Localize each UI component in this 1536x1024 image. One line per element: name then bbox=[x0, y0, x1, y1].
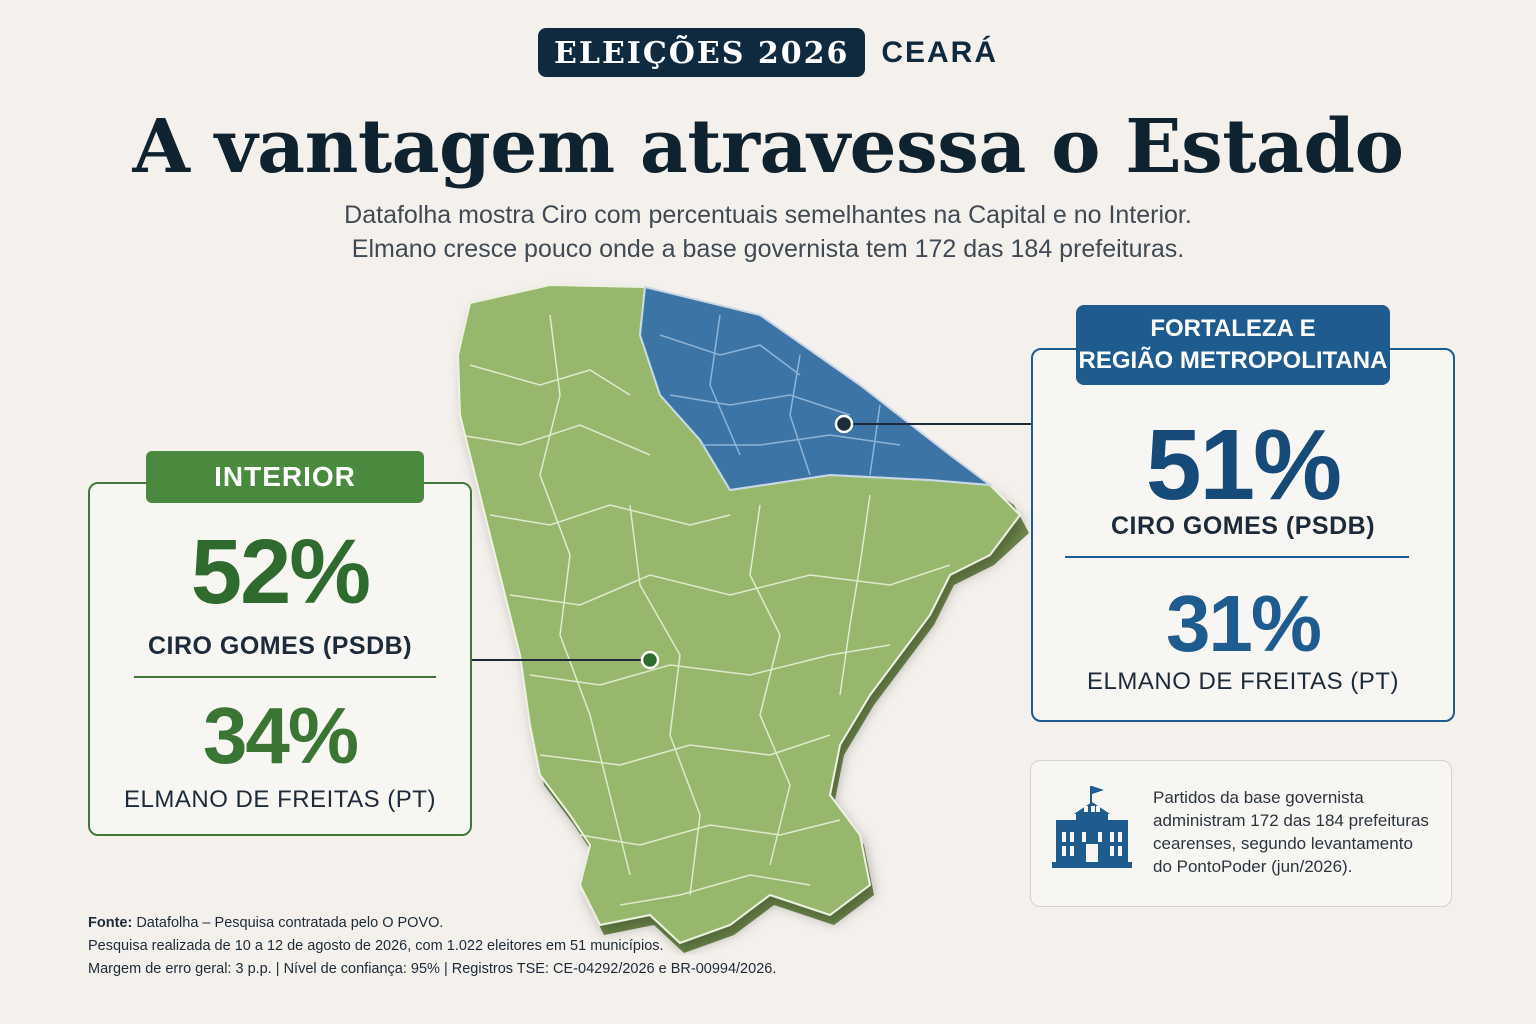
election-badge: ELEIÇÕES 2026 bbox=[537, 28, 866, 77]
note-line: cearenses, segundo levantamento bbox=[1153, 834, 1413, 853]
source-block: Fonte: Datafolha – Pesquisa contratada p… bbox=[88, 912, 776, 981]
note-line: do PontoPoder (jun/2026). bbox=[1153, 857, 1353, 876]
source-line: Fonte: Datafolha – Pesquisa contratada p… bbox=[88, 912, 776, 935]
metro-region bbox=[638, 285, 994, 492]
interior-label: INTERIOR bbox=[146, 451, 424, 503]
source-label: Fonte: bbox=[88, 915, 133, 931]
metro-boundaries bbox=[659, 314, 901, 476]
metro-label-line: FORTALEZA E bbox=[1150, 315, 1316, 342]
subtitle-line: Elmano cresce pouco onde a base governis… bbox=[351, 235, 1185, 263]
note-line: administram 172 das 184 prefeituras bbox=[1153, 811, 1429, 830]
subtitle: Datafolha mostra Ciro com percentuais se… bbox=[0, 198, 1536, 266]
interior-elmano-name: ELMANO DE FREITAS (PT) bbox=[124, 786, 436, 813]
city-hall-icon bbox=[1052, 786, 1132, 868]
interior-ciro-percent: 52% bbox=[190, 521, 371, 623]
metro-elmano-percent: 31% bbox=[1165, 579, 1322, 668]
interior-ciro-name: CIRO GOMES (PSDB) bbox=[147, 632, 413, 660]
region-label: CEARÁ bbox=[881, 35, 998, 69]
interior-elmano-percent: 34% bbox=[202, 691, 359, 780]
metro-ciro-percent: 51% bbox=[1145, 409, 1342, 521]
header-kicker: ELEIÇÕES 2026 CEARÁ bbox=[0, 28, 1536, 77]
source-text: Datafolha – Pesquisa contratada pelo O P… bbox=[132, 915, 444, 931]
page-title: A vantagem atravessa o Estado bbox=[132, 104, 1404, 190]
ceara-map bbox=[456, 283, 1031, 953]
metro-ciro-name: CIRO GOMES (PSDB) bbox=[1110, 512, 1376, 540]
metro-marker bbox=[834, 414, 854, 434]
note-line: Partidos da base governista bbox=[1153, 788, 1364, 807]
interior-divider bbox=[134, 676, 436, 678]
metro-label: FORTALEZA E REGIÃO METROPOLITANA bbox=[1076, 305, 1390, 385]
subtitle-line: Datafolha mostra Ciro com percentuais se… bbox=[344, 201, 1192, 229]
metro-divider bbox=[1065, 556, 1409, 558]
interior-marker bbox=[640, 650, 660, 670]
metro-elmano-name: ELMANO DE FREITAS (PT) bbox=[1087, 668, 1399, 695]
municipal-boundaries bbox=[459, 314, 951, 906]
source-line: Margem de erro geral: 3 p.p. | Nível de … bbox=[88, 961, 777, 977]
metro-label-line: REGIÃO METROPOLITANA bbox=[1078, 347, 1388, 374]
source-line: Pesquisa realizada de 10 a 12 de agosto … bbox=[88, 938, 664, 954]
note-text: Partidos da base governista administram … bbox=[1153, 786, 1443, 878]
metro-panel bbox=[1031, 348, 1455, 722]
